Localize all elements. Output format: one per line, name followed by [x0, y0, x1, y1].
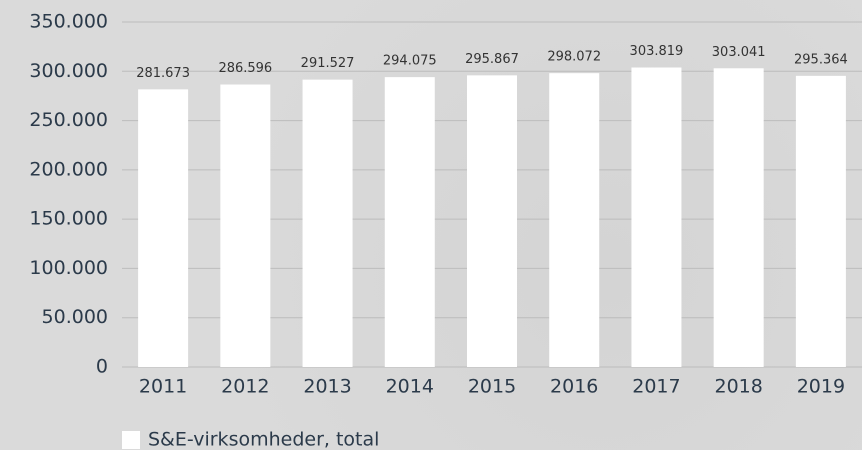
value-label: 303.041	[712, 45, 766, 60]
value-label: 295.364	[794, 52, 848, 67]
x-tick-label: 2016	[550, 376, 598, 398]
y-tick-label: 200.000	[29, 158, 108, 180]
y-tick-label: 0	[96, 356, 108, 378]
bar	[713, 68, 764, 368]
bar	[467, 75, 517, 367]
bar	[631, 67, 682, 367]
x-tick-label: 2014	[386, 376, 434, 398]
x-tick-label: 2019	[797, 376, 845, 398]
y-tick-label: 250.000	[29, 109, 108, 131]
value-label: 291.527	[301, 56, 355, 71]
x-tick-label: 2017	[632, 376, 680, 398]
value-label: 281.673	[136, 66, 190, 81]
x-tick-label: 2013	[303, 376, 351, 398]
legend-label: S&E-virksomheder, total	[148, 429, 379, 450]
x-tick-label: 2018	[714, 376, 762, 398]
x-tick-label: 2011	[139, 376, 187, 398]
bar	[220, 84, 271, 367]
x-tick-label: 2012	[221, 376, 269, 398]
bar	[302, 79, 353, 368]
value-label: 295.867	[465, 52, 519, 67]
y-tick-label: 150.000	[29, 208, 108, 230]
legend-swatch	[122, 431, 140, 449]
y-tick-label: 50.000	[42, 306, 108, 328]
bar	[795, 75, 846, 368]
y-tick-label: 350.000	[29, 11, 108, 33]
x-tick-label: 2015	[468, 376, 516, 398]
value-label: 286.596	[218, 61, 272, 76]
value-label: 294.075	[383, 54, 437, 69]
y-tick-label: 300.000	[29, 60, 108, 82]
value-label: 298.072	[547, 50, 601, 65]
bar	[138, 89, 189, 368]
bar	[384, 77, 435, 367]
value-label: 303.819	[630, 44, 684, 59]
bar	[549, 73, 600, 368]
y-tick-label: 100.000	[29, 257, 108, 279]
